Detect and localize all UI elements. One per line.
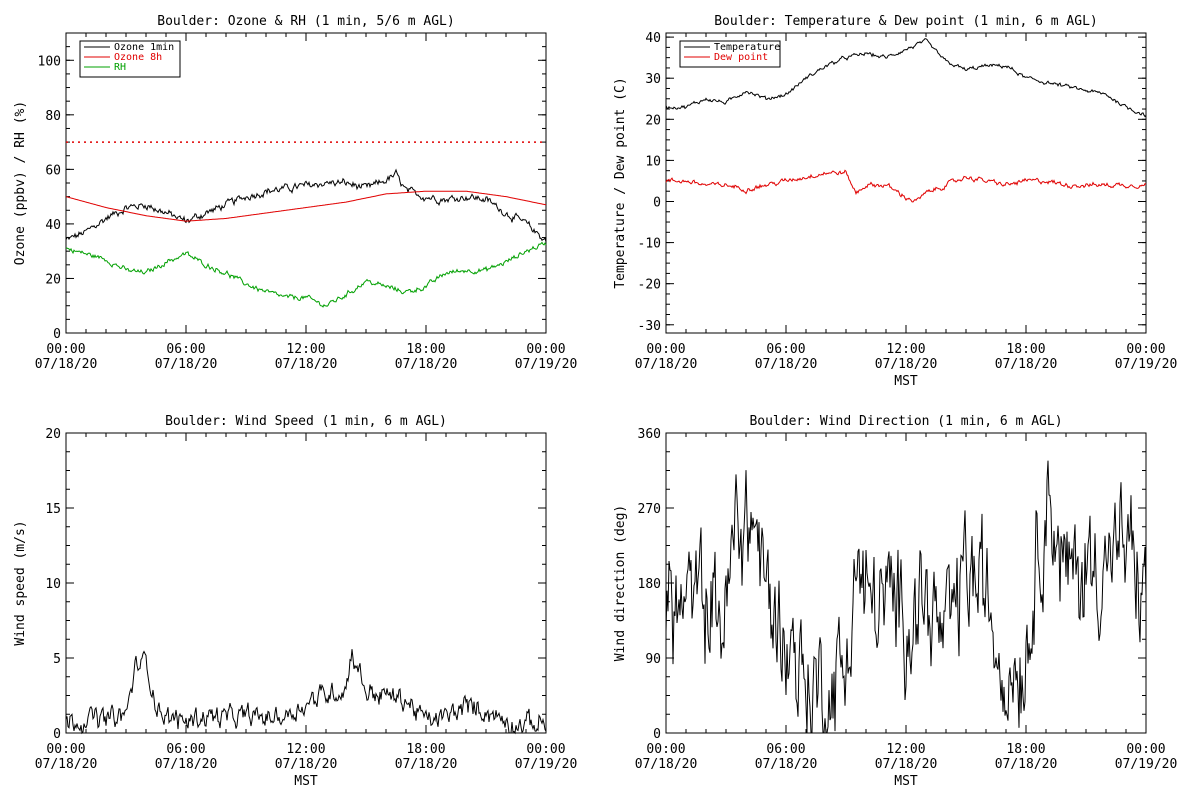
legend-label: RH (114, 62, 126, 73)
x-tick-date-label: 07/18/20 (875, 357, 938, 372)
y-tick-label: 5 (53, 652, 61, 667)
y-axis-label: Ozone (ppbv) / RH (%) (13, 101, 28, 265)
y-tick-label: 270 (638, 502, 661, 517)
y-axis-label: Wind speed (m/s) (13, 520, 28, 645)
x-tick-time-label: 00:00 (1126, 742, 1165, 757)
y-tick-label: 0 (653, 727, 661, 742)
x-tick-date-label: 07/18/20 (995, 757, 1058, 772)
x-tick-time-label: 00:00 (46, 742, 85, 757)
y-tick-label: 100 (38, 54, 61, 69)
x-tick-date-label: 07/19/20 (1115, 757, 1178, 772)
y-tick-label: 10 (645, 154, 661, 169)
x-axis-label: MST (294, 774, 318, 789)
x-axis-label: MST (894, 374, 918, 389)
x-tick-time-label: 00:00 (526, 342, 565, 357)
x-tick-time-label: 00:00 (646, 342, 685, 357)
y-tick-label: 30 (645, 72, 661, 87)
x-tick-date-label: 07/18/20 (275, 357, 338, 372)
legend-label: Temperature (714, 42, 780, 53)
chart-title: Boulder: Temperature & Dew point (1 min,… (714, 14, 1098, 29)
x-tick-time-label: 18:00 (1006, 742, 1045, 757)
y-tick-label: 20 (645, 113, 661, 128)
x-tick-date-label: 07/18/20 (995, 357, 1058, 372)
y-tick-label: 40 (645, 31, 661, 46)
y-tick-label: 0 (53, 727, 61, 742)
x-tick-date-label: 07/19/20 (515, 757, 578, 772)
x-axis-label: MST (894, 774, 918, 789)
y-tick-label: 0 (53, 327, 61, 342)
y-axis-label: Wind direction (deg) (613, 505, 628, 662)
x-tick-time-label: 18:00 (406, 342, 445, 357)
x-tick-date-label: 07/18/20 (395, 757, 458, 772)
x-tick-time-label: 18:00 (1006, 342, 1045, 357)
x-tick-date-label: 07/18/20 (275, 757, 338, 772)
y-tick-label: -10 (638, 237, 661, 252)
series-line-ozone-1min (65, 168, 547, 243)
y-tick-label: 20 (45, 427, 61, 442)
y-tick-label: 180 (638, 577, 661, 592)
y-tick-label: 0 (653, 195, 661, 210)
x-tick-time-label: 18:00 (406, 742, 445, 757)
x-tick-date-label: 07/18/20 (875, 757, 938, 772)
x-tick-time-label: 06:00 (766, 742, 805, 757)
y-tick-label: 360 (638, 427, 661, 442)
x-tick-date-label: 07/19/20 (515, 357, 578, 372)
chart-temperature-dewpoint: Boulder: Temperature & Dew point (1 min,… (613, 14, 1177, 389)
chart-title: Boulder: Wind Direction (1 min, 6 m AGL) (749, 414, 1062, 429)
y-tick-label: -20 (638, 278, 661, 293)
x-tick-time-label: 12:00 (286, 342, 325, 357)
y-tick-label: -30 (638, 319, 661, 334)
legend-label: Ozone 8h (114, 52, 162, 63)
x-tick-time-label: 00:00 (46, 342, 85, 357)
series-line-data (65, 649, 547, 735)
x-tick-date-label: 07/18/20 (755, 357, 818, 372)
series-line-ozone-8h (65, 190, 547, 222)
y-tick-label: 80 (45, 109, 61, 124)
plot-frame (65, 32, 547, 334)
series-line-data (665, 460, 1147, 734)
x-tick-date-label: 07/18/20 (395, 357, 458, 372)
y-axis-label: Temperature / Dew point (C) (613, 77, 628, 288)
x-tick-time-label: 00:00 (1126, 342, 1165, 357)
chart-wind-speed: Boulder: Wind Speed (1 min, 6 m AGL) Wind… (13, 414, 577, 789)
series-line-rh (65, 241, 547, 308)
x-tick-time-label: 00:00 (526, 742, 565, 757)
series-line-temperature (665, 38, 1147, 118)
chart-title: Boulder: Ozone & RH (1 min, 5/6 m AGL) (157, 14, 454, 29)
chart-ozone-rh: Boulder: Ozone & RH (1 min, 5/6 m AGL) Oz… (13, 14, 577, 372)
x-tick-date-label: 07/18/20 (155, 757, 218, 772)
x-tick-time-label: 06:00 (166, 742, 205, 757)
chart-title: Boulder: Wind Speed (1 min, 6 m AGL) (165, 414, 447, 429)
x-tick-date-label: 07/18/20 (155, 357, 218, 372)
x-tick-time-label: 06:00 (766, 342, 805, 357)
x-tick-time-label: 06:00 (166, 342, 205, 357)
y-tick-label: 15 (45, 502, 61, 517)
legend-label: Ozone 1min (114, 42, 174, 53)
y-tick-label: 40 (45, 218, 61, 233)
x-tick-time-label: 12:00 (886, 742, 925, 757)
series-line-dew-point (665, 169, 1147, 203)
x-tick-date-label: 07/18/20 (635, 357, 698, 372)
plot-frame (665, 32, 1147, 334)
legend-label: Dew point (714, 52, 768, 63)
y-tick-label: 90 (645, 652, 661, 667)
chart-wind-direction: Boulder: Wind Direction (1 min, 6 m AGL)… (613, 414, 1177, 789)
x-tick-date-label: 07/18/20 (755, 757, 818, 772)
x-tick-date-label: 07/18/20 (35, 357, 98, 372)
y-tick-label: 10 (45, 577, 61, 592)
x-tick-time-label: 12:00 (286, 742, 325, 757)
x-tick-time-label: 00:00 (646, 742, 685, 757)
y-tick-label: 20 (45, 272, 61, 287)
y-tick-label: 60 (45, 163, 61, 178)
x-tick-date-label: 07/18/20 (635, 757, 698, 772)
x-tick-time-label: 12:00 (886, 342, 925, 357)
x-tick-date-label: 07/19/20 (1115, 357, 1178, 372)
legend-box (679, 40, 781, 68)
plot-frame (65, 432, 547, 734)
x-tick-date-label: 07/18/20 (35, 757, 98, 772)
